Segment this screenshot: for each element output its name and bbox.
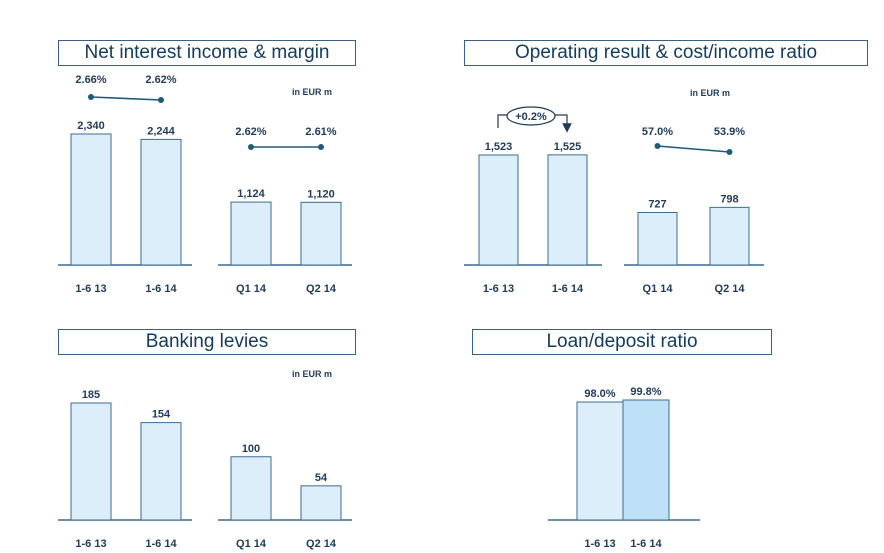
nii-category-label: 1-6 14 xyxy=(145,283,177,295)
op-ratio-label: 57.0% xyxy=(642,126,673,138)
op-bar xyxy=(547,154,588,266)
nii-ratio-line xyxy=(90,96,162,101)
nii-bar xyxy=(230,201,272,266)
nii-ratio-label: 2.62% xyxy=(145,74,176,86)
op-value-label: 1,523 xyxy=(485,141,513,153)
op-bar xyxy=(709,206,750,266)
nii-ratio-label: 2.62% xyxy=(235,126,266,138)
ldr-title: Loan/deposit ratio xyxy=(472,329,772,355)
nii-value-label: 2,244 xyxy=(147,125,175,137)
levies-value-label: 185 xyxy=(82,389,100,401)
levies-category-label: Q1 14 xyxy=(236,538,267,550)
op-callout-arrow xyxy=(554,114,572,133)
nii-value-label: 2,340 xyxy=(77,120,105,132)
op-value-label: 727 xyxy=(648,198,666,210)
levies-category-label: 1-6 13 xyxy=(75,538,106,550)
levies-bar xyxy=(70,402,112,521)
levies-unit-label: in EUR m xyxy=(292,369,333,379)
levies-value-label: 154 xyxy=(152,409,171,421)
ldr-category-label: 1-6 14 xyxy=(630,538,662,550)
op-callout-bubble xyxy=(506,106,556,126)
op-bar xyxy=(637,211,678,266)
op-category-label: 1-6 13 xyxy=(483,283,514,295)
nii-category-label: 1-6 13 xyxy=(75,283,106,295)
nii-ratio-point xyxy=(158,97,164,103)
op-callout-connector xyxy=(497,114,508,128)
levies-value-label: 100 xyxy=(242,443,260,455)
nii-ratio-label: 2.66% xyxy=(75,74,106,86)
ldr-bar xyxy=(622,399,670,521)
op-ratio-point xyxy=(726,149,733,155)
nii-ratio-point xyxy=(318,144,324,150)
levies-category-label: Q2 14 xyxy=(306,538,337,550)
nii-title: Net interest income & margin xyxy=(58,40,356,66)
nii-value-label: 1,124 xyxy=(237,188,265,200)
nii-bar xyxy=(140,138,182,266)
nii-ratio-label: 2.61% xyxy=(305,126,336,138)
op-category-label: Q2 14 xyxy=(715,283,746,295)
op-ratio-label: 53.9% xyxy=(714,126,745,138)
op-ratio-point xyxy=(654,143,661,149)
op-category-label: Q1 14 xyxy=(643,283,674,295)
levies-category-label: 1-6 14 xyxy=(145,538,177,550)
ldr-bar xyxy=(576,401,624,521)
nii-category-label: Q2 14 xyxy=(306,283,337,295)
nii-value-label: 1,120 xyxy=(307,188,335,200)
op-bar xyxy=(478,154,519,266)
op-title: Operating result & cost/income ratio xyxy=(464,40,868,66)
nii-bar xyxy=(300,201,342,266)
nii-ratio-point xyxy=(248,144,254,150)
ldr-category-label: 1-6 13 xyxy=(584,538,615,550)
nii-unit-label: in EUR m xyxy=(292,87,333,97)
op-category-label: 1-6 14 xyxy=(552,283,584,295)
nii-ratio-point xyxy=(88,94,94,100)
levies-bar xyxy=(140,422,182,521)
levies-bar xyxy=(300,485,342,521)
levies-value-label: 54 xyxy=(315,472,328,484)
op-callout-label: +0.2% xyxy=(515,111,547,123)
nii-category-label: Q1 14 xyxy=(236,283,267,295)
ldr-value-label: 99.8% xyxy=(630,386,661,398)
nii-bar xyxy=(70,133,112,266)
op-unit-label: in EUR m xyxy=(690,88,731,98)
op-value-label: 798 xyxy=(720,193,738,205)
op-ratio-line xyxy=(657,145,730,153)
levies-title: Banking levies xyxy=(58,329,356,355)
op-value-label: 1,525 xyxy=(554,141,582,153)
ldr-value-label: 98.0% xyxy=(584,388,615,400)
levies-bar xyxy=(230,456,272,521)
